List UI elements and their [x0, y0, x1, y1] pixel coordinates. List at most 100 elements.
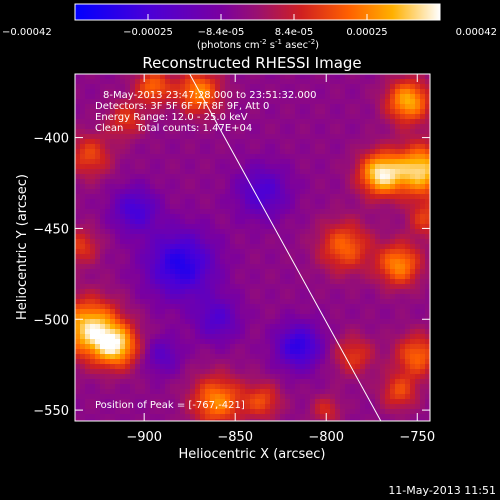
- heatmap-cell: [335, 189, 341, 195]
- heatmap-cell: [215, 289, 221, 295]
- heatmap-cell: [345, 324, 351, 330]
- heatmap-cell: [175, 249, 181, 255]
- heatmap-cell: [360, 384, 366, 390]
- heatmap-cell: [365, 404, 371, 410]
- heatmap-cell: [390, 334, 396, 340]
- heatmap-cell: [395, 119, 401, 125]
- heatmap-cell: [110, 289, 116, 295]
- heatmap-cell: [380, 384, 386, 390]
- heatmap-cell: [145, 234, 151, 240]
- heatmap-cell: [345, 419, 351, 421]
- heatmap-cell: [240, 74, 246, 80]
- heatmap-cell: [270, 239, 276, 245]
- heatmap-cell: [385, 164, 391, 170]
- heatmap-cell: [95, 79, 101, 85]
- heatmap-cell: [170, 229, 176, 235]
- heatmap-cell: [265, 389, 271, 395]
- heatmap-cell: [365, 234, 371, 240]
- heatmap-cell: [350, 234, 356, 240]
- heatmap-cell: [210, 269, 216, 275]
- heatmap-cell: [105, 294, 111, 300]
- heatmap-cell: [385, 89, 391, 95]
- heatmap-cell: [400, 329, 406, 335]
- heatmap-cell: [280, 194, 286, 200]
- heatmap-cell: [105, 379, 111, 385]
- heatmap-cell: [265, 184, 271, 190]
- heatmap-cell: [265, 224, 271, 230]
- heatmap-cell: [120, 289, 126, 295]
- heatmap-cell: [80, 204, 86, 210]
- heatmap-cell: [355, 284, 361, 290]
- heatmap-cell: [210, 104, 216, 110]
- heatmap-cell: [225, 329, 231, 335]
- heatmap-cell: [85, 349, 91, 355]
- heatmap-cell: [325, 189, 331, 195]
- heatmap-cell: [350, 339, 356, 345]
- heatmap-cell: [205, 124, 211, 130]
- heatmap-cell: [385, 79, 391, 85]
- heatmap-cell: [350, 179, 356, 185]
- heatmap-cell: [120, 369, 126, 375]
- heatmap-cell: [190, 119, 196, 125]
- heatmap-cell: [215, 79, 221, 85]
- heatmap-cell: [245, 179, 251, 185]
- heatmap-cell: [290, 294, 296, 300]
- heatmap-cell: [420, 349, 426, 355]
- heatmap-cell: [205, 74, 211, 80]
- heatmap-cell: [200, 79, 206, 85]
- heatmap-cell: [165, 259, 171, 265]
- heatmap-cell: [135, 354, 141, 360]
- heatmap-cell: [270, 169, 276, 175]
- heatmap-cell: [370, 394, 376, 400]
- heatmap-cell: [235, 334, 241, 340]
- heatmap-cell: [410, 79, 416, 85]
- heatmap-cell: [335, 129, 341, 135]
- heatmap-cell: [365, 239, 371, 245]
- heatmap-cell: [225, 99, 231, 105]
- heatmap-cell: [80, 199, 86, 205]
- heatmap-cell: [210, 339, 216, 345]
- heatmap-cell: [285, 104, 291, 110]
- heatmap-cell: [230, 339, 236, 345]
- heatmap-cell: [275, 269, 281, 275]
- heatmap-cell: [225, 294, 231, 300]
- heatmap-cell: [190, 314, 196, 320]
- heatmap-cell: [260, 199, 266, 205]
- heatmap-cell: [230, 139, 236, 145]
- heatmap-cell: [305, 264, 311, 270]
- heatmap-cell: [150, 369, 156, 375]
- heatmap-cell: [360, 254, 366, 260]
- heatmap-cell: [425, 249, 430, 255]
- heatmap-cell: [75, 124, 81, 130]
- heatmap-cell: [325, 284, 331, 290]
- heatmap-cell: [390, 394, 396, 400]
- heatmap-cell: [115, 334, 121, 340]
- heatmap-cell: [390, 179, 396, 185]
- heatmap-cell: [150, 404, 156, 410]
- heatmap-cell: [145, 139, 151, 145]
- heatmap-cell: [335, 394, 341, 400]
- heatmap-cell: [385, 354, 391, 360]
- heatmap-cell: [125, 284, 131, 290]
- heatmap-cell: [100, 259, 106, 265]
- heatmap-cell: [270, 404, 276, 410]
- heatmap-cell: [350, 404, 356, 410]
- heatmap-cell: [425, 309, 430, 315]
- heatmap-cell: [325, 249, 331, 255]
- heatmap-cell: [90, 129, 96, 135]
- heatmap-cell: [200, 334, 206, 340]
- heatmap-cell: [295, 194, 301, 200]
- heatmap-cell: [75, 304, 81, 310]
- heatmap-cell: [215, 414, 221, 420]
- heatmap-cell: [95, 159, 101, 165]
- heatmap-cell: [410, 364, 416, 370]
- heatmap-cell: [245, 174, 251, 180]
- heatmap-cell: [190, 74, 196, 80]
- heatmap-cell: [290, 194, 296, 200]
- heatmap-cell: [260, 319, 266, 325]
- heatmap-cell: [80, 109, 86, 115]
- heatmap-cell: [200, 89, 206, 95]
- heatmap-cell: [350, 279, 356, 285]
- heatmap-cell: [145, 319, 151, 325]
- heatmap-cell: [320, 124, 326, 130]
